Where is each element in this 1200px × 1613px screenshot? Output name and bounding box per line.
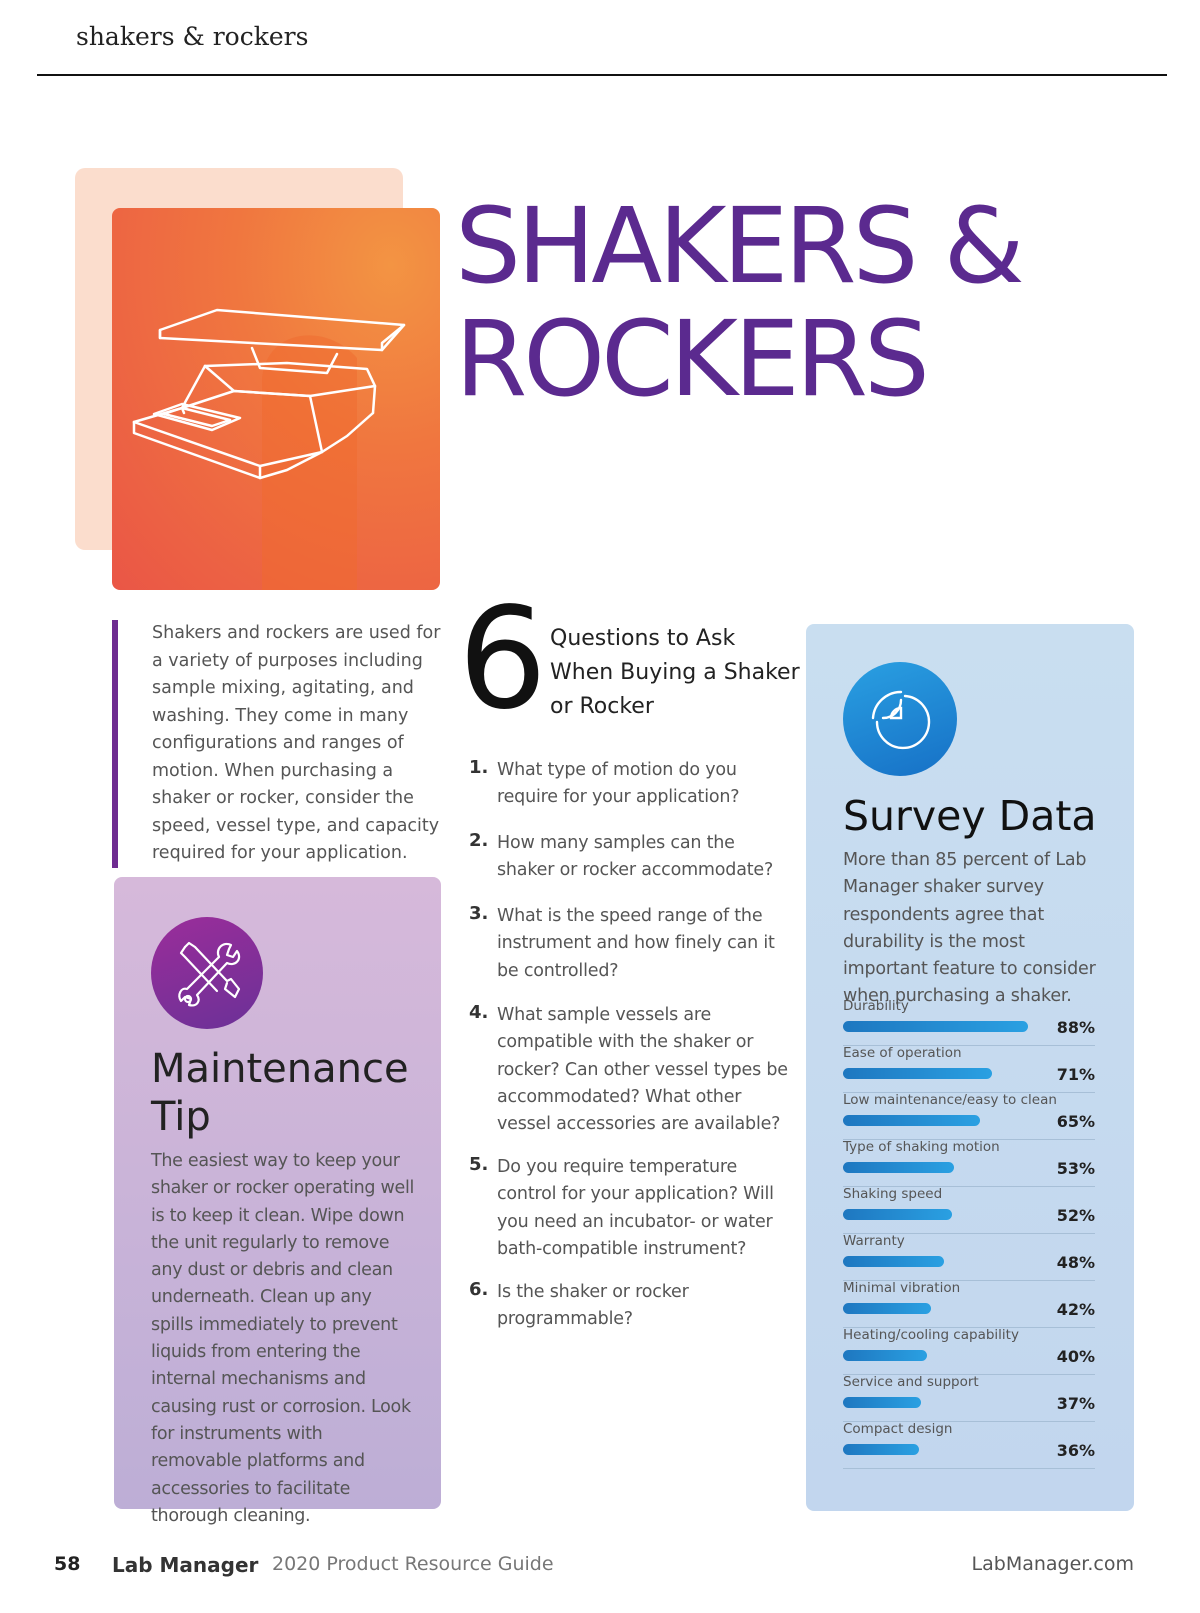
title-line-1: SHAKERS & <box>455 185 1025 307</box>
bar-row: Service and support 37% <box>843 1374 1095 1422</box>
chart-icon <box>843 662 957 776</box>
bar-value-label: 53% <box>1056 1159 1095 1178</box>
page-footer: 58 Lab Manager 2020 Product Resource Gui… <box>0 1553 1200 1583</box>
question-number: 5. <box>469 1154 489 1175</box>
bar-row: Minimal vibration 42% <box>843 1280 1095 1328</box>
bar <box>843 1444 919 1455</box>
bar-label: Durability <box>843 998 909 1014</box>
question-text: Do you require temperature control for y… <box>497 1157 774 1259</box>
bar-value-label: 40% <box>1056 1347 1095 1366</box>
bar <box>843 1303 932 1314</box>
bar-row: Type of shaking motion 53% <box>843 1139 1095 1187</box>
bar <box>843 1068 993 1079</box>
bar-value-label: 48% <box>1056 1253 1095 1272</box>
bar-label: Type of shaking motion <box>843 1139 1000 1155</box>
question-text: How many samples can the shaker or rocke… <box>497 833 774 881</box>
question-number: 6. <box>469 1279 489 1300</box>
guide-title: 2020 Product Resource Guide <box>272 1553 554 1575</box>
survey-description: More than 85 percent of Lab Manager shak… <box>843 850 1096 1007</box>
bar <box>843 1021 1028 1032</box>
question-text: Is the shaker or rocker programmable? <box>497 1282 689 1330</box>
bar-label: Warranty <box>843 1233 905 1249</box>
tip-title-line-1: Maintenance <box>151 1046 409 1092</box>
bar-value-label: 36% <box>1056 1441 1095 1460</box>
maintenance-tip-card: Maintenance Tip The easiest way to keep … <box>114 877 441 1526</box>
bar <box>843 1256 944 1267</box>
bar-value-label: 88% <box>1056 1018 1095 1037</box>
intro-block: Shakers and rockers are used for a varie… <box>112 620 442 868</box>
page-number: 58 <box>54 1553 81 1575</box>
bar-row: Shaking speed 52% <box>843 1186 1095 1234</box>
header-rule <box>37 74 1167 76</box>
bar-label: Service and support <box>843 1374 979 1390</box>
page-title: SHAKERS & ROCKERS <box>455 185 1025 420</box>
magazine-name: Lab Manager <box>112 1553 259 1577</box>
bar-value-label: 42% <box>1056 1300 1095 1319</box>
bar-row: Low maintenance/easy to clean 65% <box>843 1092 1095 1140</box>
survey-data-card: Survey Data More than 85 percent of Lab … <box>806 624 1134 1511</box>
bar-label: Low maintenance/easy to clean <box>843 1092 1057 1108</box>
question-text: What sample vessels are compatible with … <box>497 1005 788 1135</box>
site-url: LabManager.com <box>971 1553 1134 1575</box>
question-number: 4. <box>469 1002 489 1023</box>
tip-title-line-2: Tip <box>151 1094 211 1140</box>
survey-title: Survey Data <box>843 792 1097 840</box>
maintenance-tip-title: Maintenance Tip <box>151 1045 409 1141</box>
title-line-2: ROCKERS <box>455 298 930 420</box>
bar <box>843 1209 953 1220</box>
bar-row: Compact design 36% <box>843 1421 1095 1469</box>
bar <box>843 1397 921 1408</box>
bar-label: Heating/cooling capability <box>843 1327 1019 1343</box>
bar-label: Ease of operation <box>843 1045 962 1061</box>
questions-number: 6 <box>458 578 548 741</box>
bar-value-label: 65% <box>1056 1112 1095 1131</box>
question-number: 2. <box>469 830 489 851</box>
bar-value-label: 71% <box>1056 1065 1095 1084</box>
bar-label: Minimal vibration <box>843 1280 961 1296</box>
running-head: shakers & rockers <box>76 22 309 51</box>
bar-label: Shaking speed <box>843 1186 943 1202</box>
bar <box>843 1115 980 1126</box>
maintenance-tip-text: The easiest way to keep your shaker or r… <box>151 1151 415 1526</box>
question-text: What type of motion do you require for y… <box>497 760 740 808</box>
hero-image <box>112 208 440 590</box>
bar <box>843 1350 927 1361</box>
bar-value-label: 37% <box>1056 1394 1095 1413</box>
bar-row: Ease of operation 71% <box>843 1045 1095 1093</box>
bar-label: Compact design <box>843 1421 953 1437</box>
question-text: What is the speed range of the instrumen… <box>497 906 775 981</box>
questions-heading: Questions to Ask When Buying a Shaker or… <box>550 626 800 719</box>
bar-row: Warranty 48% <box>843 1233 1095 1281</box>
bar <box>843 1162 955 1173</box>
bar-value-label: 52% <box>1056 1206 1095 1225</box>
question-number: 1. <box>469 757 489 778</box>
shaker-illustration <box>132 308 406 590</box>
tools-icon <box>151 917 263 1029</box>
question-number: 3. <box>469 903 489 924</box>
bar-row: Heating/cooling capability 40% <box>843 1327 1095 1375</box>
intro-text: Shakers and rockers are used for a varie… <box>152 623 441 863</box>
bar-row: Durability 88% <box>843 998 1095 1046</box>
